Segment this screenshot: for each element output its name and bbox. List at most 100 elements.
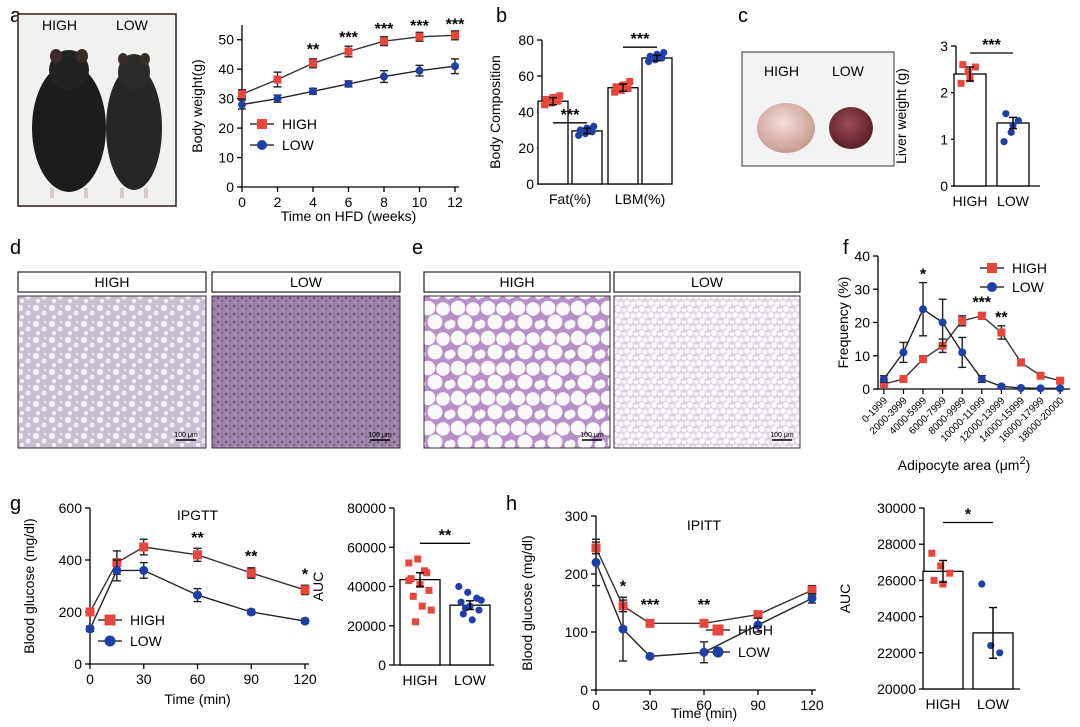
h1-point-high xyxy=(645,618,655,628)
h1-point-low xyxy=(753,620,763,630)
c-y-tick-label: 3 xyxy=(940,38,948,54)
f-legend-marker-high xyxy=(987,263,997,273)
g1-y-label: Blood glucose (mg/dl) xyxy=(21,518,37,653)
liver-histo-high-image xyxy=(17,295,207,449)
f-point-low xyxy=(958,348,967,357)
a-point-high xyxy=(451,31,459,40)
g2-y-tick-label: 20000 xyxy=(347,618,386,634)
c-y-tick-label: 1 xyxy=(940,131,948,147)
a-y-tick-label: 30 xyxy=(218,91,234,107)
c-dot-high xyxy=(971,63,979,71)
g2-dot-low xyxy=(459,610,467,618)
b-dot-low xyxy=(658,54,666,62)
g1-y-tick-label: 600 xyxy=(59,500,83,516)
h1-point-low xyxy=(645,651,655,661)
a-point-low xyxy=(238,100,246,109)
chart-g1: 0 200 400 600 Blood glucose (mg/dl) 0 30 60 90 12… xyxy=(21,500,317,707)
g2-dot-high xyxy=(420,567,428,575)
g1-x-label: Time (min) xyxy=(164,691,230,707)
f-legend-marker-low xyxy=(987,282,997,292)
h1-line-high xyxy=(595,547,813,624)
a-y-tick-label: 10 xyxy=(218,150,234,166)
g1-point-high xyxy=(85,607,95,617)
liver-histo-header-low xyxy=(211,271,401,293)
panel-letter-c: c xyxy=(738,5,748,27)
a-point-low xyxy=(380,72,388,81)
b-dot-low xyxy=(645,58,653,66)
chart-c: 0 1 2 3 Liver weight (g) HIGH LOW *** xyxy=(893,37,1040,209)
a-x-tick-label: 6 xyxy=(345,194,353,210)
f-point-high xyxy=(1056,376,1065,385)
a-legend-label: HIGH xyxy=(282,116,317,132)
g1-x-tick-label: 120 xyxy=(293,671,317,687)
c-dot-low xyxy=(1002,110,1010,118)
adipose-histo-scale-high: 100 μm xyxy=(580,432,604,439)
g1-significance: ** xyxy=(191,530,204,547)
adipose-histo-label-low: LOW xyxy=(691,274,724,290)
g1-line-high xyxy=(89,546,306,613)
a-point-high xyxy=(273,75,282,84)
g1-x-tick-label: 60 xyxy=(190,671,206,687)
liver-photo-label-high: HIGH xyxy=(764,63,799,79)
liver-low-image xyxy=(829,107,873,149)
h1-y-tick-label: 300 xyxy=(565,508,589,524)
h2-dot-high xyxy=(939,580,947,588)
f-x-label-sup: 2 xyxy=(1019,455,1025,467)
a-x-tick-label: 10 xyxy=(412,194,428,210)
c-dot-low xyxy=(1007,128,1015,136)
h1-point-low xyxy=(807,593,817,603)
g1-point-low xyxy=(193,590,202,600)
h1-legend-marker-high xyxy=(712,624,724,636)
b-y-label: Body Composition xyxy=(487,55,503,169)
c-significance: *** xyxy=(982,37,1001,54)
liver-histo-label-low: LOW xyxy=(290,274,323,290)
h1-y-tick-label: 0 xyxy=(580,682,588,698)
f-significance: * xyxy=(920,266,927,283)
a-legend-marker-low xyxy=(257,140,267,150)
c-dot-high xyxy=(957,79,965,87)
f-line-low xyxy=(883,308,1061,390)
chart-h1: 0 100 200 300 Blood glucose (mg/dl) 0 30 60 90 12… xyxy=(519,508,824,721)
f-y-tick-label: 40 xyxy=(854,248,870,264)
h2-y-tick-label: 30000 xyxy=(877,500,916,516)
b-y-tick-label: 20 xyxy=(518,140,534,156)
adipose-histo-label-high: HIGH xyxy=(500,274,535,290)
f-point-low xyxy=(997,382,1006,391)
g2-dot-high xyxy=(414,555,422,563)
h2-y-tick-label: 20000 xyxy=(877,681,916,697)
b-dot-low xyxy=(646,52,654,60)
g2-x-tick-label: HIGH xyxy=(403,672,438,688)
g1-legend-marker-low xyxy=(104,635,116,647)
a-x-tick-label: 2 xyxy=(274,194,282,210)
h1-point-low xyxy=(618,624,628,634)
f-point-low xyxy=(938,318,947,327)
g2-dot-high xyxy=(405,559,413,567)
f-legend-label: LOW xyxy=(1012,279,1045,295)
c-y-label: Liver weight (g) xyxy=(893,68,909,164)
a-point-high xyxy=(344,47,353,56)
h2-dot-high xyxy=(937,562,945,570)
g2-y-tick-label: 0 xyxy=(378,657,386,673)
liver-histo-scale-high: 100 μm xyxy=(174,432,198,439)
adipose-histology: HIGH LOW 100 μm 100 μm xyxy=(423,271,801,449)
h1-significance: ** xyxy=(698,597,711,614)
b-dot-high xyxy=(554,97,562,105)
g2-bar-high xyxy=(399,578,441,666)
c-dot-high xyxy=(964,68,972,76)
h2-dot-low xyxy=(996,649,1004,657)
h1-x-tick-label: 60 xyxy=(696,697,712,713)
f-y-tick-label: 0 xyxy=(862,381,870,397)
f-point-low xyxy=(919,305,928,314)
h2-dot-low xyxy=(978,580,986,588)
h1-point-low xyxy=(591,557,601,567)
chart-h2: 20000 22000 24000 26000 28000 30000 AUC HIGH LOW… xyxy=(837,500,1020,712)
adipose-histo-header-low xyxy=(613,271,801,293)
h1-x-tick-label: 90 xyxy=(750,697,766,713)
g2-y-label: AUC xyxy=(310,572,326,602)
h1-x-label: Time (min) xyxy=(671,705,737,721)
b-dot-high xyxy=(612,83,620,91)
liver-histo-header-high xyxy=(17,271,207,293)
h1-point-high xyxy=(807,585,817,595)
adipose-histo-high-image xyxy=(423,295,611,449)
